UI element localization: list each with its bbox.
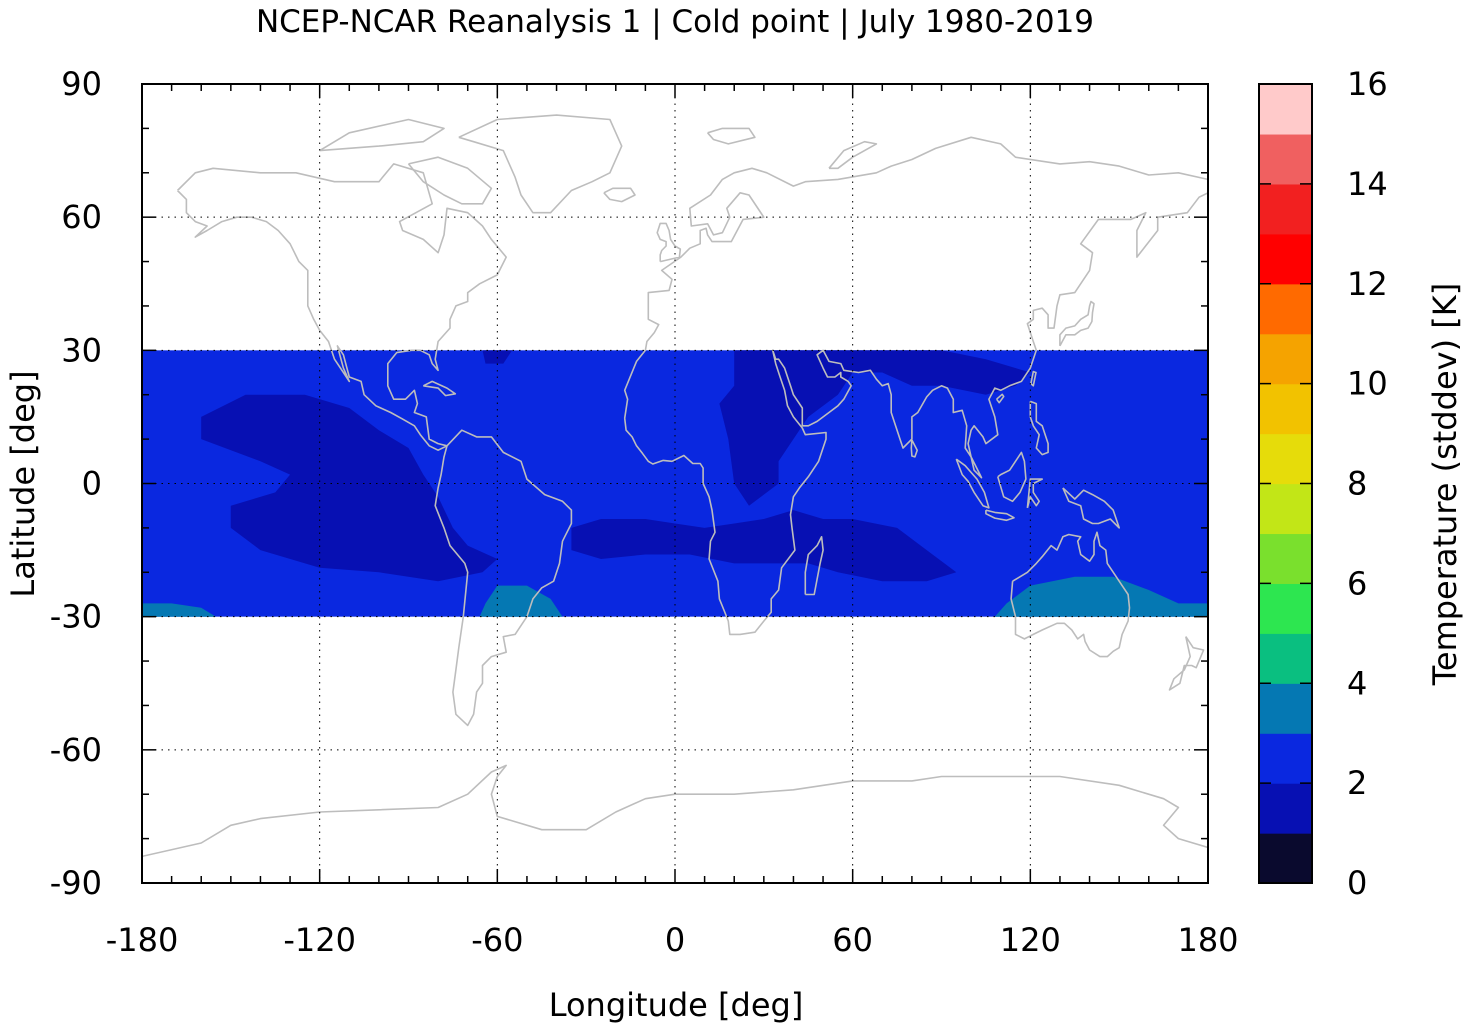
field-region-5 (479, 585, 563, 617)
coastline-sri-lanka (910, 439, 918, 458)
colorbar-tick-label: 0 (1347, 864, 1367, 902)
colorbar-band (1259, 133, 1312, 185)
colorbar-tick-label: 4 (1347, 664, 1367, 702)
y-tick-label: 30 (61, 331, 102, 369)
colorbar-band (1259, 483, 1312, 535)
coastline-greenland (458, 114, 623, 214)
colorbar-tick-labels: 0 2 4 6 8 10 12 14 16 (1347, 65, 1388, 902)
coastline-svalbard (706, 127, 756, 145)
coastline-britain (656, 222, 682, 263)
colorbar-tick-label: 6 (1347, 564, 1367, 602)
colorbar-band (1259, 383, 1312, 435)
colorbar: 0 2 4 6 8 10 12 14 16 Temperature (stddev) [K] (1258, 65, 1464, 902)
coastline-australia (1010, 531, 1131, 658)
field-region-1 (482, 350, 513, 364)
x-tick-label: 180 (1177, 921, 1238, 959)
colorbar-tick-label: 10 (1347, 365, 1388, 403)
colorbar-band (1259, 533, 1312, 584)
colorbar-band (1259, 583, 1312, 634)
coastline-canadian-archipelago (319, 118, 445, 152)
field-region-0 (201, 394, 498, 582)
y-tick-label: 90 (61, 65, 102, 103)
coastline-java (985, 509, 1015, 522)
coastline-layer (142, 114, 1208, 858)
coastline-taiwan (1030, 370, 1037, 387)
coastline-north-america (176, 163, 507, 451)
x-tick-label: -60 (471, 921, 523, 959)
coastline-new-zealand (1168, 636, 1205, 691)
y-axis-tick-labels: 90 60 30 0 -30 -60 -90 (50, 65, 102, 902)
x-tick-label: -180 (106, 921, 179, 959)
chart-title: NCEP-NCAR Reanalysis 1 | Cold point | Ju… (256, 4, 1094, 40)
x-axis-tick-labels: -180 -120 -60 0 60 120 180 (106, 921, 1239, 959)
coastline-philippines (1029, 400, 1049, 456)
colorbar-tick-label: 8 (1347, 465, 1367, 503)
colorbar-ticks (1259, 83, 1312, 884)
x-tick-label: 0 (665, 921, 685, 959)
axis-ticks (141, 83, 1209, 884)
colorbar-band (1259, 183, 1312, 235)
y-tick-label: 0 (82, 465, 102, 503)
coastline-new-guinea (1062, 487, 1120, 529)
coastline-south-america (434, 429, 573, 727)
colorbar-band (1259, 283, 1312, 335)
field-region-6 (994, 576, 1208, 617)
colorbar-band (1259, 84, 1312, 135)
coastline-japan (1059, 300, 1095, 347)
x-tick-label: 60 (832, 921, 873, 959)
coastline-madagascar (804, 536, 824, 596)
grid-lines (142, 84, 1208, 883)
coastline-hainan (995, 393, 1005, 404)
colorbar-band (1259, 333, 1312, 385)
plot-area (141, 83, 1209, 884)
colorbar-tick-label: 14 (1347, 165, 1388, 203)
y-tick-label: -90 (50, 864, 102, 902)
x-axis-title: Longitude [deg] (549, 986, 804, 1024)
coastline-afro-eurasia (623, 136, 1208, 636)
colorbar-band (1259, 683, 1312, 734)
colorbar-title: Temperature (stddev) [K] (1426, 283, 1464, 686)
colorbar-tick-label: 16 (1347, 65, 1388, 103)
y-tick-label: -60 (50, 731, 102, 769)
y-tick-label: -30 (50, 598, 102, 636)
colorbar-bands (1259, 84, 1312, 884)
field-region-4 (142, 603, 216, 617)
field-region-2 (571, 510, 957, 582)
colorbar-tick-label: 12 (1347, 265, 1388, 303)
colorbar-band (1259, 633, 1312, 684)
y-axis-title: Latitude [deg] (4, 370, 42, 597)
coastline-sumatra (955, 458, 990, 509)
x-tick-label: 120 (1000, 921, 1061, 959)
colorbar-band (1259, 233, 1312, 285)
x-tick-label: -120 (283, 921, 356, 959)
colorbar-band (1259, 783, 1312, 834)
colorbar-tick-label: 2 (1347, 764, 1367, 802)
coastline-baffin (407, 156, 493, 205)
colorbar-band (1259, 733, 1312, 784)
coastline-borneo (997, 451, 1027, 503)
coastline-antarctica (142, 764, 1208, 858)
colorbar-band (1259, 433, 1312, 485)
colorbar-band (1259, 833, 1312, 884)
coastline-iceland (603, 187, 636, 203)
coastline-cuba (422, 380, 457, 397)
y-tick-label: 60 (61, 198, 102, 236)
coastline-sulawesi (1026, 478, 1043, 509)
field-region-3 (719, 350, 1031, 506)
coastline-novaya-zemlya (828, 140, 878, 170)
